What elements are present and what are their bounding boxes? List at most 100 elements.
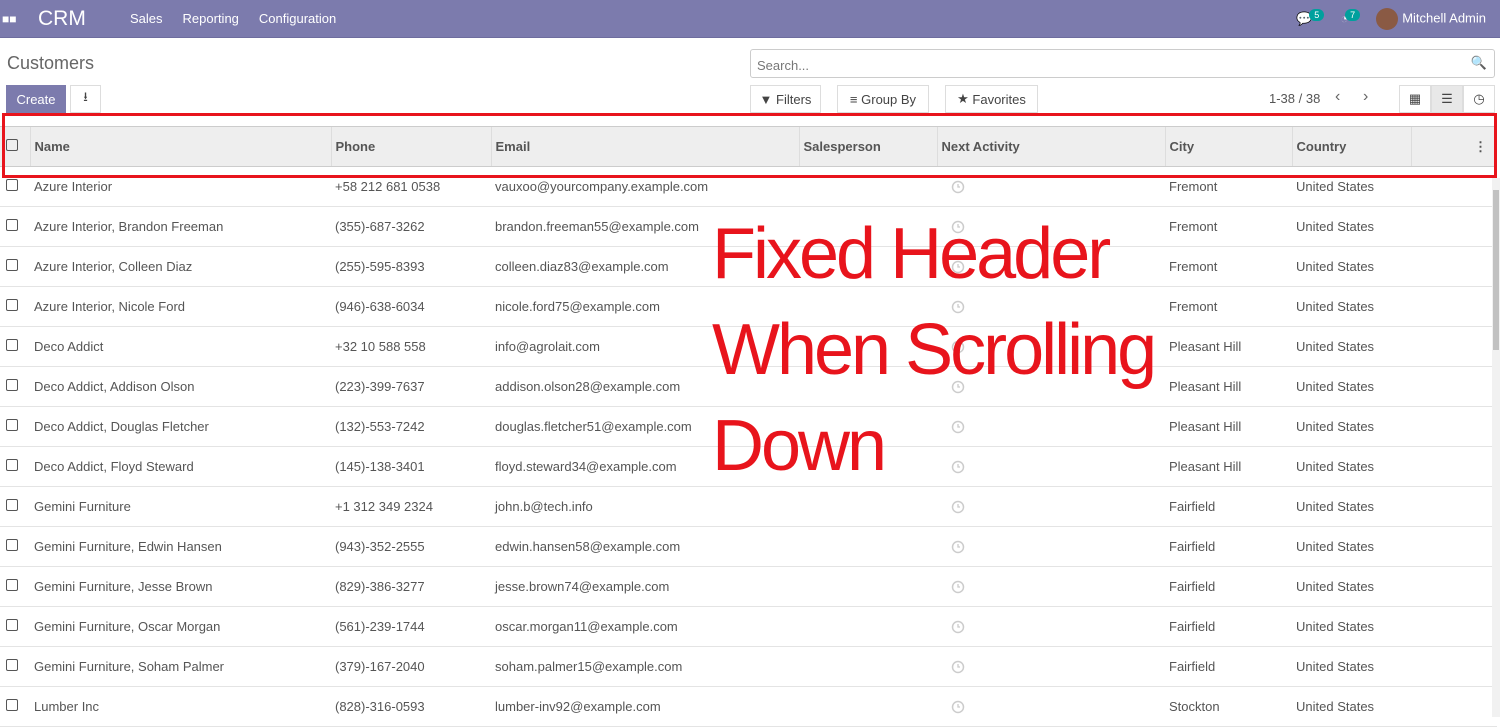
cell-next-activity[interactable] [937, 566, 1165, 607]
create-button[interactable]: Create [6, 85, 66, 113]
cell-next-activity[interactable] [937, 326, 1165, 367]
col-next-activity[interactable]: Next Activity [936, 126, 1165, 167]
table-row[interactable]: Azure Interior, Colleen Diaz (255)-595-83… [0, 246, 1497, 287]
cell-next-activity[interactable] [937, 486, 1165, 527]
col-salesperson[interactable]: Salesperson [798, 126, 937, 167]
row-checkbox[interactable] [0, 206, 30, 247]
table-row[interactable]: Gemini Furniture, Jesse Brown (829)-386-3… [0, 566, 1497, 607]
cell-email: lumber-inv92@example.com [491, 686, 799, 727]
clock-icon[interactable] [951, 220, 965, 234]
col-city[interactable]: City [1164, 126, 1292, 167]
table-row[interactable]: Gemini Furniture, Edwin Hansen (943)-352-… [0, 526, 1497, 567]
clock-icon[interactable] [951, 620, 965, 634]
bars-icon: ≡ [849, 91, 858, 107]
cell-next-activity[interactable] [937, 686, 1165, 727]
favorites-button[interactable]: ★ Favorites [945, 85, 1038, 113]
col-email[interactable]: Email [490, 126, 799, 167]
cell-next-activity[interactable] [937, 166, 1165, 207]
cell-next-activity[interactable] [937, 526, 1165, 567]
clock-icon[interactable] [951, 260, 965, 274]
col-phone[interactable]: Phone [330, 126, 491, 167]
search-icon[interactable]: 🔍 [1470, 55, 1487, 70]
chevron-left-icon[interactable]: ‹ [1335, 88, 1341, 105]
cell-next-activity[interactable] [937, 446, 1165, 487]
cell-next-activity[interactable] [937, 606, 1165, 647]
user-menu[interactable]: Mitchell Admin [1376, 7, 1486, 30]
table-row[interactable]: Lumber Inc (828)-316-0593 lumber-inv92@exa… [0, 686, 1497, 727]
clock-icon[interactable] [951, 580, 965, 594]
clock-icon[interactable] [951, 180, 965, 194]
clock-icon[interactable] [951, 500, 965, 514]
cell-next-activity[interactable] [937, 286, 1165, 327]
clock-icon[interactable] [951, 660, 965, 674]
table-row[interactable]: Azure Interior +58 212 681 0538 vauxoo@you… [0, 166, 1497, 207]
table-row[interactable]: Deco Addict, Floyd Steward (145)-138-3401… [0, 446, 1497, 487]
cell-country: United States [1292, 206, 1411, 247]
table-row[interactable]: Deco Addict, Addison Olson (223)-399-7637… [0, 366, 1497, 407]
row-checkbox[interactable] [0, 486, 30, 527]
col-name[interactable]: Name [29, 126, 331, 167]
kanban-view-button[interactable]: ▦ [1399, 85, 1431, 113]
clock-icon[interactable] [951, 540, 965, 554]
clock-icon[interactable] [951, 300, 965, 314]
row-checkbox[interactable] [0, 286, 30, 327]
scrollbar-thumb[interactable] [1493, 190, 1499, 350]
row-checkbox[interactable] [0, 646, 30, 687]
table-row[interactable]: Deco Addict, Douglas Fletcher (132)-553-7… [0, 406, 1497, 447]
menu-sales[interactable]: Sales [130, 11, 163, 26]
table-row[interactable]: Gemini Furniture, Oscar Morgan (561)-239-… [0, 606, 1497, 647]
scrollbar[interactable] [1492, 178, 1500, 717]
row-checkbox[interactable] [0, 566, 30, 607]
cell-city: Pleasant Hill [1165, 446, 1292, 487]
row-checkbox[interactable] [0, 246, 30, 287]
cell-next-activity[interactable] [937, 646, 1165, 687]
cell-next-activity[interactable] [937, 406, 1165, 447]
app-brand[interactable]: CRM [38, 6, 86, 30]
clock-icon[interactable] [951, 340, 965, 354]
row-checkbox[interactable] [0, 686, 30, 727]
row-checkbox[interactable] [0, 326, 30, 367]
row-checkbox[interactable] [0, 526, 30, 567]
menu-configuration[interactable]: Configuration [258, 11, 337, 26]
clock-icon[interactable] [951, 380, 965, 394]
cell-country: United States [1292, 366, 1411, 407]
cell-city: Fremont [1165, 286, 1292, 327]
cell-next-activity[interactable] [937, 366, 1165, 407]
clock-icon[interactable] [951, 420, 965, 434]
optional-columns-toggle[interactable]: ⋮ [1410, 126, 1497, 167]
table-row[interactable]: Gemini Furniture +1 312 349 2324 john.b@te… [0, 486, 1497, 527]
table-row[interactable]: Azure Interior, Brandon Freeman (355)-687… [0, 206, 1497, 247]
row-checkbox[interactable] [0, 166, 30, 207]
cell-name: Deco Addict [30, 326, 331, 367]
cell-city: Fairfield [1165, 606, 1292, 647]
table-row[interactable]: Azure Interior, Nicole Ford (946)-638-603… [0, 286, 1497, 327]
pager-value[interactable]: 1-38 / 38 [1269, 91, 1321, 106]
filters-button[interactable]: ▼ Filters [750, 85, 821, 113]
search-input[interactable]: Search... 🔍 [750, 49, 1495, 78]
col-country[interactable]: Country [1291, 126, 1411, 167]
row-checkbox[interactable] [0, 366, 30, 407]
row-checkbox[interactable] [0, 406, 30, 447]
row-checkbox[interactable] [0, 606, 30, 647]
activities-button[interactable]: ◔ 7 [1340, 9, 1361, 26]
messages-button[interactable]: 💬 5 [1296, 8, 1325, 27]
row-checkbox[interactable] [0, 446, 30, 487]
download-button[interactable]: ⭳ [70, 85, 101, 113]
group-by-button[interactable]: ≡ Group By [837, 85, 929, 113]
chevron-right-icon[interactable]: › [1363, 88, 1369, 105]
cell-city: Fremont [1165, 166, 1292, 207]
menu-reporting[interactable]: Reporting [182, 11, 239, 26]
cell-email: oscar.morgan11@example.com [491, 606, 799, 647]
cell-next-activity[interactable] [937, 246, 1165, 287]
cell-next-activity[interactable] [937, 206, 1165, 247]
select-all-checkbox[interactable] [0, 126, 30, 167]
table-row[interactable]: Deco Addict +32 10 588 558 info@agrolait.c… [0, 326, 1497, 367]
table-header: Name Phone Email Salesperson Next Activi… [0, 126, 1497, 167]
clock-icon[interactable] [951, 700, 965, 714]
table-row[interactable]: Gemini Furniture, Soham Palmer (379)-167-… [0, 646, 1497, 687]
activity-view-button[interactable]: ◷ [1463, 85, 1495, 113]
apps-menu-icon[interactable]: ■■ [2, 11, 17, 26]
clock-icon[interactable] [951, 460, 965, 474]
list-view-button[interactable]: ☰ [1431, 85, 1463, 113]
cell-empty [1411, 526, 1497, 567]
